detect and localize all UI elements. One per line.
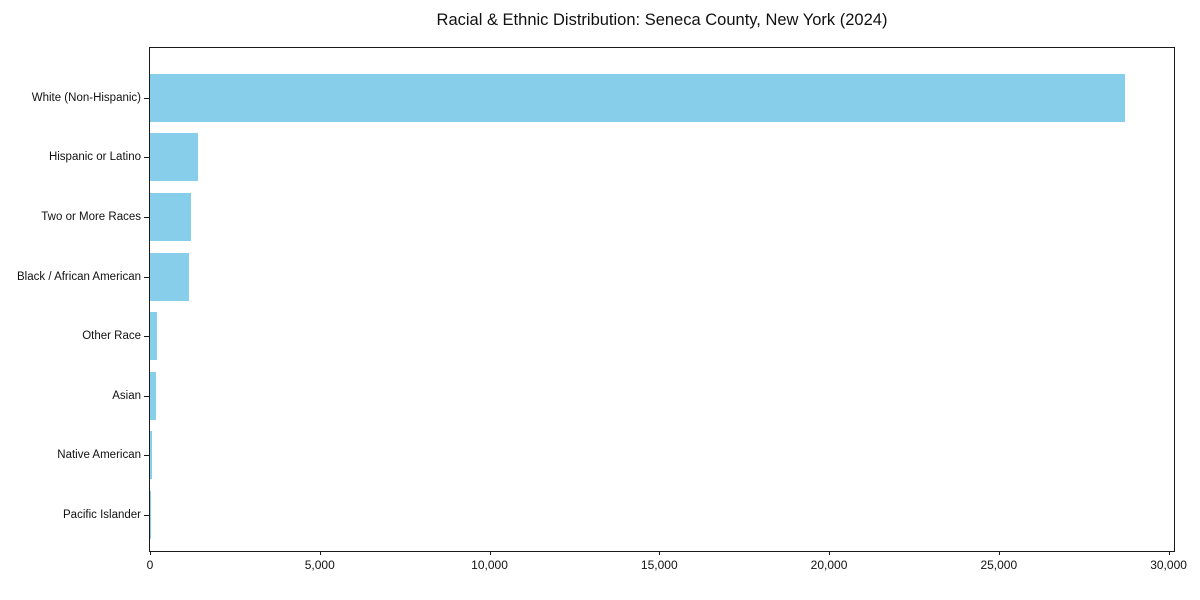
- bar: [150, 73, 1126, 122]
- bar-rows-container: White (Non-Hispanic) Hispanic or Latino Tw…: [17, 48, 1174, 551]
- y-tick-mark: [144, 216, 149, 218]
- x-tick-label: 5,000: [304, 558, 335, 572]
- category-label: Other Race: [82, 330, 141, 343]
- x-tick-mark: [150, 551, 151, 555]
- bar-row: Pacific Islander: [63, 485, 1174, 545]
- x-tick-mark: [489, 551, 491, 555]
- y-tick-mark: [144, 514, 149, 516]
- bar-row: Hispanic or Latino: [49, 128, 1174, 188]
- bar-row: Other Race: [82, 306, 1174, 366]
- x-tick-label: 25,000: [980, 558, 1018, 572]
- bar: [150, 133, 198, 182]
- bar: [150, 431, 153, 480]
- y-tick-mark: [144, 455, 149, 457]
- category-label: Pacific Islander: [63, 508, 141, 521]
- x-tick-mark: [998, 551, 1000, 555]
- bar-row: Two or More Races: [41, 187, 1174, 247]
- x-tick-mark: [1168, 551, 1170, 555]
- bar: [150, 192, 192, 241]
- category-label: Hispanic or Latino: [48, 151, 141, 164]
- category-label: Black / African American: [17, 270, 141, 283]
- bar-row: Asian: [112, 366, 1174, 426]
- x-tick-label: 20,000: [810, 558, 848, 572]
- y-tick-mark: [144, 97, 149, 99]
- category-label: Asian: [112, 389, 141, 402]
- chart-title: Racial & Ethnic Distribution: Seneca Cou…: [436, 11, 888, 29]
- y-tick-mark: [144, 276, 149, 278]
- x-tick-label: 30,000: [1150, 558, 1187, 572]
- plot-area: White (Non-Hispanic) Hispanic or Latino Tw…: [17, 47, 1187, 572]
- x-tick-label: 15,000: [640, 558, 678, 572]
- bar-row: Black / African American: [17, 247, 1174, 307]
- bar-row: Native American: [57, 426, 1174, 486]
- bar: [150, 312, 158, 361]
- x-tick-label: 10,000: [471, 558, 508, 572]
- category-label: White (Non-Hispanic): [31, 91, 141, 104]
- y-tick-mark: [144, 336, 149, 338]
- bar: [150, 371, 157, 420]
- x-tick-mark: [659, 551, 661, 555]
- y-tick-mark: [144, 157, 149, 159]
- y-tick-mark: [144, 395, 149, 397]
- x-tick-mark: [319, 551, 321, 555]
- category-label: Native American: [57, 449, 141, 462]
- bar-row: White (Non-Hispanic): [32, 68, 1174, 128]
- x-tick-label: 0: [146, 558, 154, 572]
- bar: [150, 252, 189, 301]
- category-label: Two or More Races: [41, 210, 141, 223]
- x-tick-mark: [829, 551, 831, 555]
